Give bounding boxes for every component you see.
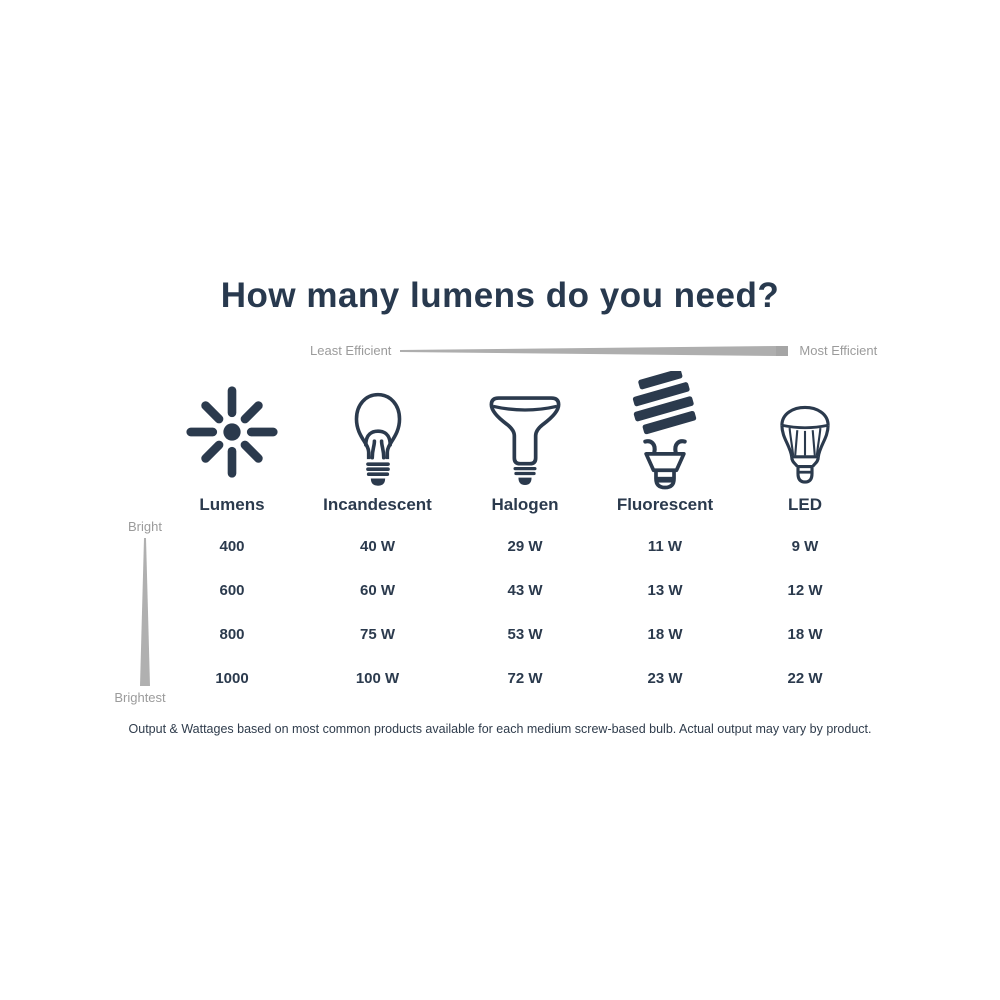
lumens-cells: 400 600 800 1000 — [162, 524, 302, 700]
column-header-halogen: Halogen — [491, 495, 559, 514]
most-efficient-label: Most Efficient — [799, 343, 878, 358]
led-cells: 9 W 12 W 18 W 22 W — [735, 524, 875, 700]
table-cell: 22 W — [787, 669, 823, 687]
table-cell: 11 W — [647, 537, 683, 555]
table-cell: 9 W — [791, 537, 819, 555]
column-lumens: Lumens 400 600 800 1000 — [162, 375, 302, 700]
footnote: Output & Wattages based on most common p… — [128, 722, 872, 736]
table-cell: 18 W — [647, 625, 683, 643]
table-cell: 600 — [219, 581, 245, 599]
table-cell: 800 — [219, 625, 245, 643]
table-cell: 23 W — [647, 669, 683, 687]
table-cell: 1000 — [215, 669, 249, 687]
table-cell: 43 W — [507, 581, 543, 599]
column-header-lumens: Lumens — [199, 495, 265, 514]
column-fluorescent: Fluorescent 11 W 13 W 18 W 23 W — [595, 371, 735, 700]
least-efficient-label: Least Efficient — [310, 343, 392, 358]
brightest-label: Brightest — [114, 690, 166, 705]
column-header-fluorescent: Fluorescent — [616, 495, 714, 514]
led-bulb-icon — [735, 375, 875, 490]
efficiency-gradient-arrow-icon — [400, 345, 789, 356]
table-cell: 29 W — [507, 537, 543, 555]
halogen-bulb-icon — [455, 375, 595, 490]
table-cell: 100 W — [355, 669, 400, 687]
table-cell: 13 W — [647, 581, 683, 599]
table-cell: 72 W — [507, 669, 543, 687]
fluorescent-cfl-icon — [595, 371, 735, 490]
table-cell: 75 W — [359, 625, 395, 643]
lumens-burst-icon — [162, 375, 302, 490]
table-cell: 40 W — [359, 537, 395, 555]
table-cell: 60 W — [359, 581, 395, 599]
halogen-cells: 29 W 43 W 53 W 72 W — [455, 524, 595, 700]
incandescent-bulb-icon — [300, 375, 455, 490]
incandescent-cells: 40 W 60 W 75 W 100 W — [300, 524, 455, 700]
table-cell: 53 W — [507, 625, 543, 643]
efficiency-scale: Least Efficient Most Efficient — [310, 343, 877, 358]
column-header-led: LED — [788, 495, 822, 514]
column-led: LED 9 W 12 W 18 W 22 W — [735, 375, 875, 700]
column-header-incandescent: Incandescent — [323, 495, 432, 514]
table-cell: 400 — [219, 537, 245, 555]
page-title: How many lumens do you need? — [220, 276, 780, 315]
table-cell: 12 W — [787, 581, 823, 599]
bright-label: Bright — [128, 519, 162, 534]
column-halogen: Halogen 29 W 43 W 53 W 72 W — [455, 375, 595, 700]
column-incandescent: Incandescent 40 W 60 W 75 W 100 W — [300, 375, 455, 700]
fluorescent-cells: 11 W 13 W 18 W 23 W — [595, 524, 735, 700]
table-cell: 18 W — [787, 625, 823, 643]
brightness-taper-icon — [140, 538, 150, 686]
